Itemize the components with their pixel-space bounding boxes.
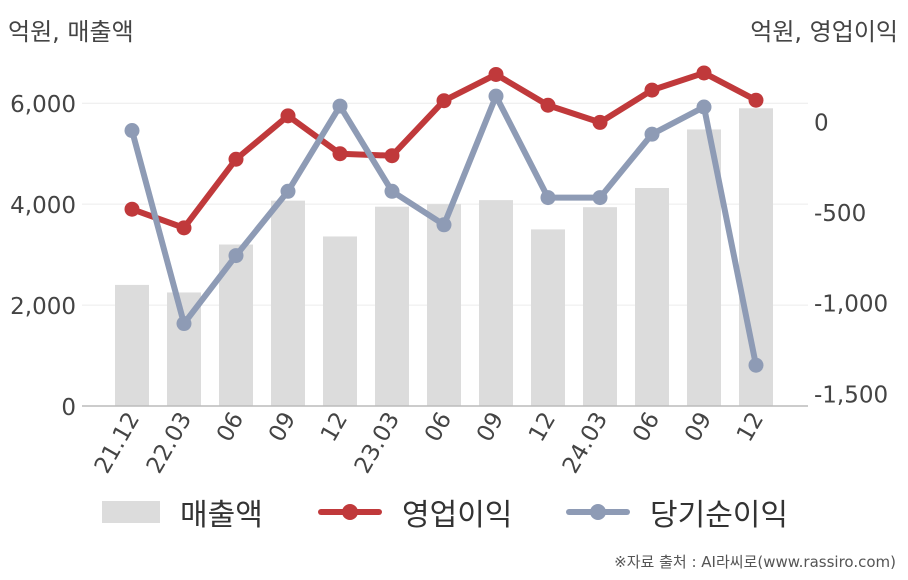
left-tick-label: 6,000 xyxy=(10,92,76,118)
point-operating-profit xyxy=(384,148,400,164)
right-tick-label: -1,000 xyxy=(814,292,888,318)
point-operating-profit xyxy=(592,114,608,130)
legend-item-operating-profit: 영업이익 xyxy=(318,490,512,534)
point-net-income xyxy=(280,183,296,199)
bar-sales xyxy=(323,236,357,406)
left-tick-label: 4,000 xyxy=(10,193,76,219)
point-operating-profit xyxy=(332,146,348,162)
x-tick-label: 12 xyxy=(524,408,561,446)
legend-swatch-net-income xyxy=(566,500,630,524)
x-tick-label: 09 xyxy=(472,408,509,446)
right-tick-label: -500 xyxy=(814,201,866,227)
point-net-income xyxy=(384,183,400,199)
right-axis-unit: 억원, 영업이익 xyxy=(750,18,898,46)
right-tick-label: -1,500 xyxy=(814,382,888,408)
point-operating-profit xyxy=(176,220,192,236)
point-operating-profit xyxy=(644,82,660,98)
point-net-income xyxy=(124,123,140,139)
point-net-income xyxy=(592,190,608,206)
right-tick-label: 0 xyxy=(814,110,829,136)
point-operating-profit xyxy=(488,66,504,82)
point-net-income xyxy=(176,316,192,332)
point-operating-profit xyxy=(436,93,452,109)
legend-item-sales: 매출액 xyxy=(102,490,263,534)
bar-sales xyxy=(427,204,461,406)
x-tick-label: 22.03 xyxy=(142,408,197,478)
point-net-income xyxy=(540,190,556,206)
point-net-income xyxy=(644,126,660,142)
legend-label-net-income: 당기순이익 xyxy=(650,498,788,533)
x-tick-label: 06 xyxy=(420,408,457,446)
bar-sales xyxy=(271,200,305,406)
bar-sales xyxy=(635,188,669,406)
x-tick-label: 06 xyxy=(212,408,249,446)
x-tick-label: 12 xyxy=(316,408,353,446)
point-operating-profit xyxy=(228,151,244,167)
point-net-income xyxy=(748,357,764,373)
bar-sales xyxy=(479,200,513,406)
x-tick-label: 06 xyxy=(628,408,665,446)
x-tick-label: 21.12 xyxy=(90,408,145,478)
bar-sales xyxy=(583,207,617,406)
point-net-income xyxy=(228,248,244,264)
bar-sales xyxy=(375,206,409,406)
point-operating-profit xyxy=(696,65,712,81)
x-tick-label: 23.03 xyxy=(350,408,405,478)
point-net-income xyxy=(436,217,452,233)
point-operating-profit xyxy=(124,201,140,217)
point-net-income xyxy=(332,98,348,114)
legend-label-sales: 매출액 xyxy=(180,498,263,533)
combo-chart: 0 2,000 4,000 6,000 0 -500 -1,000 -1,500 21.1222… xyxy=(10,65,888,478)
left-tick-label: 0 xyxy=(61,395,76,421)
point-operating-profit xyxy=(280,108,296,124)
source-note: ※자료 출처 : AI라씨로(www.rassiro.com) xyxy=(614,553,896,571)
x-tick-label: 09 xyxy=(680,408,717,446)
point-operating-profit xyxy=(748,92,764,108)
point-net-income xyxy=(488,88,504,104)
left-tick-label: 2,000 xyxy=(10,294,76,320)
legend-item-net-income: 당기순이익 xyxy=(566,490,788,534)
bar-sales xyxy=(115,284,149,406)
legend-swatch-sales xyxy=(102,501,160,523)
left-axis-unit: 억원, 매출액 xyxy=(8,18,134,46)
legend-label-operating-profit: 영업이익 xyxy=(402,498,513,533)
point-operating-profit xyxy=(540,97,556,113)
x-tick-label: 24.03 xyxy=(558,408,613,478)
legend-swatch-operating-profit xyxy=(318,500,382,524)
x-tick-label: 09 xyxy=(264,408,301,446)
point-net-income xyxy=(696,99,712,115)
bar-sales xyxy=(531,229,565,406)
x-tick-label: 12 xyxy=(732,408,769,446)
